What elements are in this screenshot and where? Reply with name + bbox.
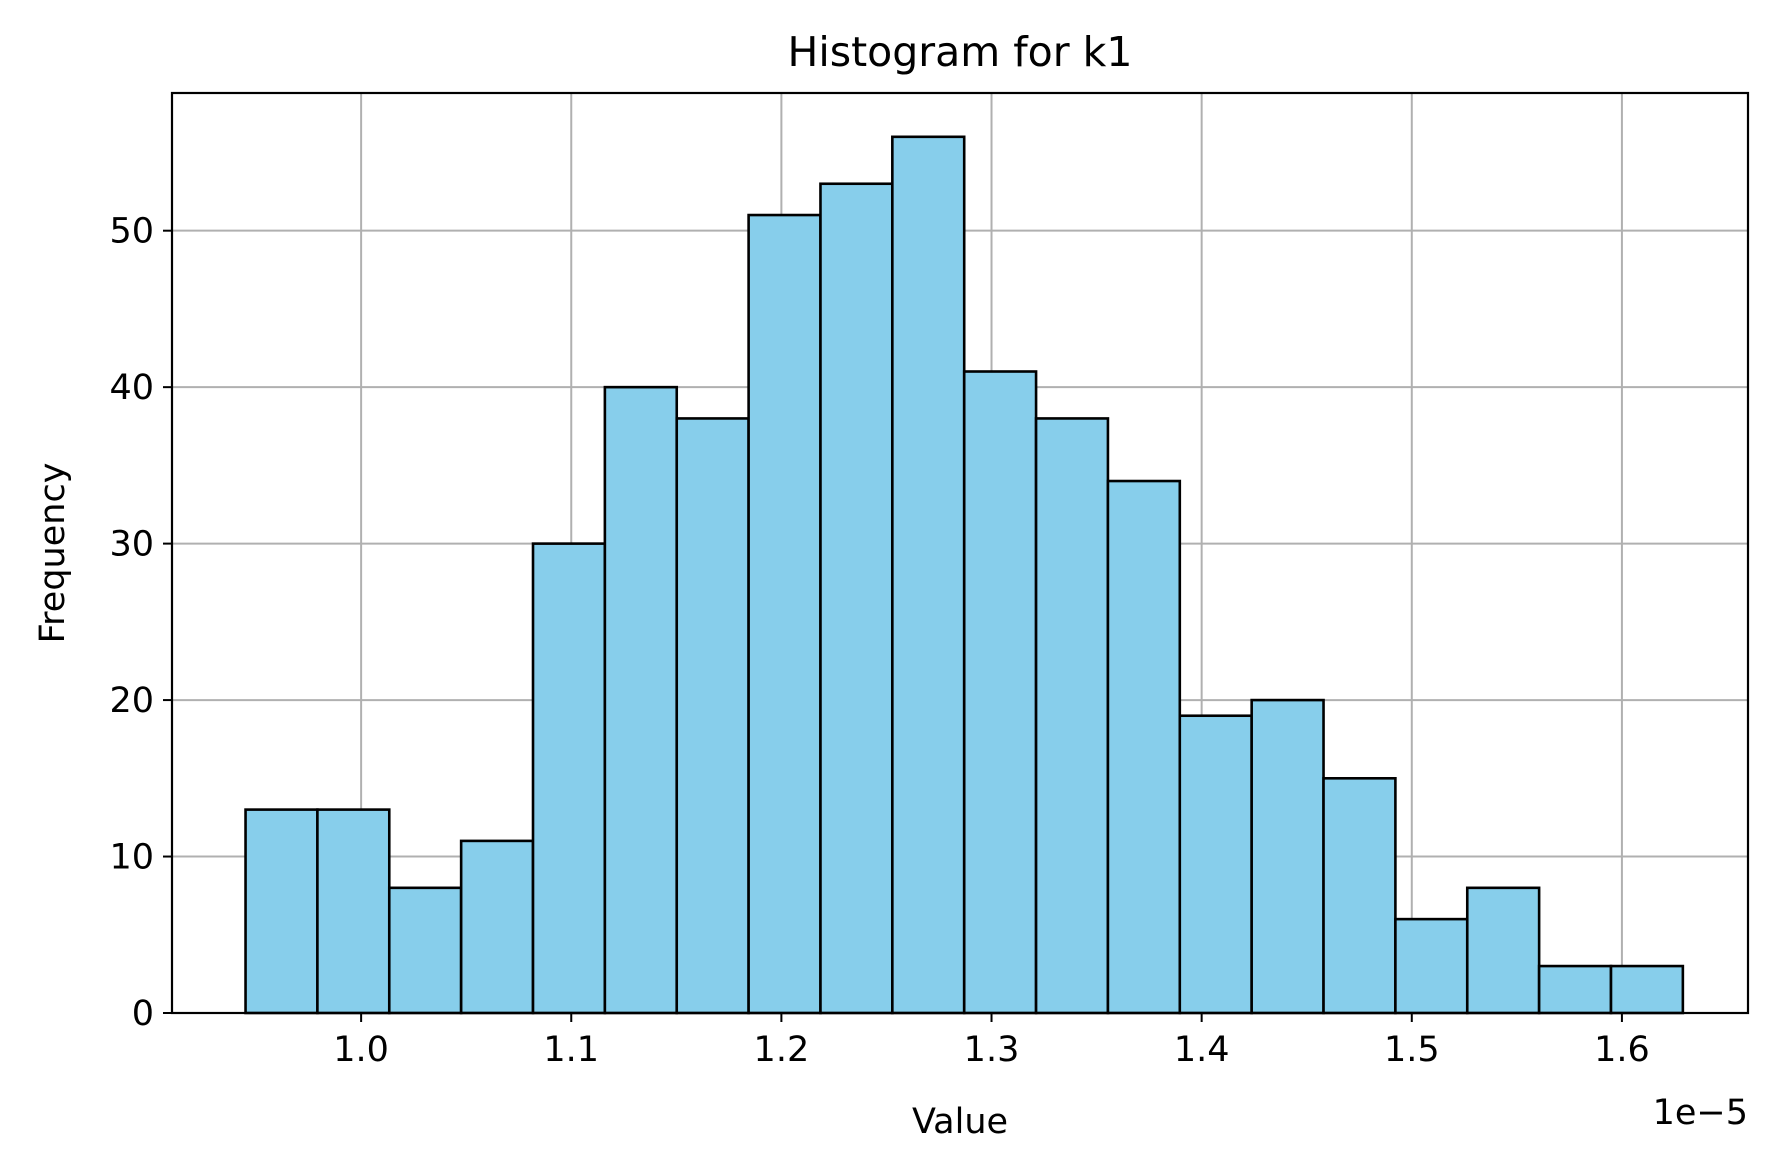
x-tick-label: 1.4 [1174,1030,1230,1070]
chart-title: Histogram for k1 [788,28,1133,76]
y-axis-label: Frequency [33,463,73,644]
y-tick-label: 10 [109,838,154,878]
histogram-bar [1394,917,1469,1015]
histogram-bar [603,385,679,1015]
histogram-bar [1106,479,1182,1015]
histogram-bar [1537,964,1613,1015]
x-tick-label: 1.1 [543,1030,599,1070]
histogram-bar [1465,886,1541,1015]
x-tick-label: 1.3 [964,1030,1020,1070]
y-tick-label: 20 [109,681,154,721]
x-tick-label: 1.0 [333,1030,389,1070]
histogram-bar [819,182,894,1015]
y-tick-label: 30 [109,525,154,565]
histogram-bar [891,135,966,1015]
x-tick-label: 1.2 [754,1030,810,1070]
histogram-bar [1609,964,1685,1015]
histogram-bar [531,542,607,1015]
y-tick-label: 0 [132,994,154,1034]
histogram-bar [316,808,391,1015]
x-tick-label: 1.5 [1384,1030,1440,1070]
histogram-bar [1250,698,1325,1015]
x-tick-label: 1.6 [1594,1030,1650,1070]
x-axis-ticks: 1.0 1.1 1.2 1.3 1.4 1.5 1.6 [333,1013,1650,1070]
histogram-bar [387,886,463,1015]
histogram-bar [244,808,319,1015]
histogram-bar [1322,777,1397,1015]
y-tick-label: 50 [109,212,154,252]
histogram-bar [962,370,1038,1015]
x-axis-offset-label: 1e−5 [1653,1093,1748,1133]
histogram-bar [747,213,822,1015]
axes-frame [170,91,1750,1015]
histogram-bar [1178,714,1253,1015]
histogram-bar [1034,417,1110,1015]
histogram-bar [459,839,535,1015]
x-axis-label: Value [912,1102,1008,1142]
y-axis-ticks: 0 10 20 30 40 50 [109,212,172,1034]
y-tick-label: 40 [109,368,154,408]
histogram-bar [675,417,750,1015]
histogram-bars [244,135,1685,1015]
